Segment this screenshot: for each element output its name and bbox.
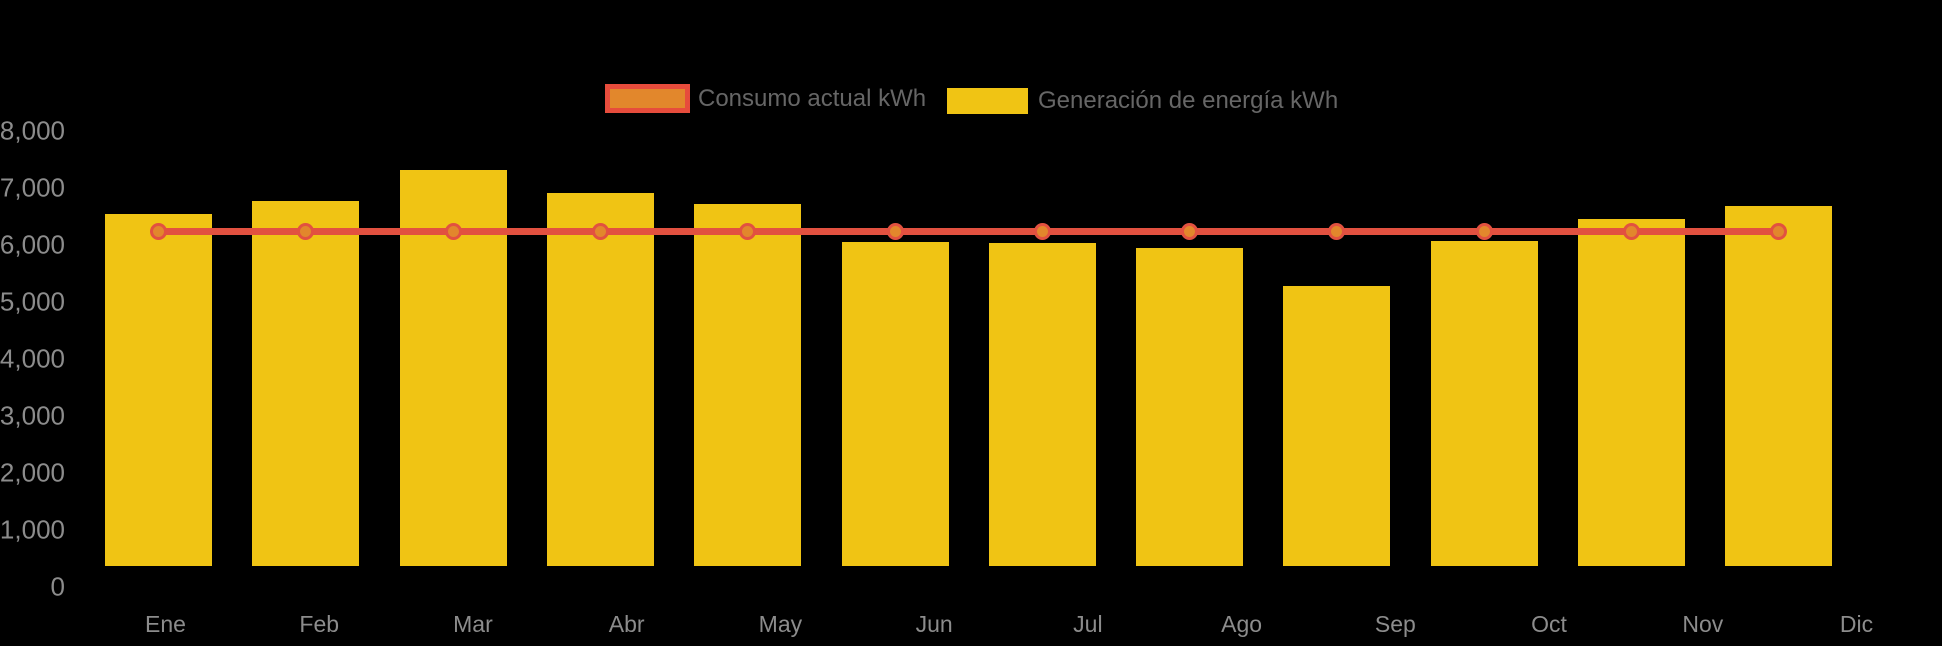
line-point-nov[interactable] bbox=[1623, 222, 1640, 240]
line-point-abr[interactable] bbox=[591, 222, 609, 240]
bar-ago[interactable] bbox=[1136, 247, 1244, 566]
legend-item-generacion[interactable]: Generación de energía kWh bbox=[947, 87, 1338, 115]
legend-item-consumo-actual[interactable]: Consumo actual kWh bbox=[605, 84, 926, 113]
x-axis-tick-label-sep: Sep bbox=[1374, 611, 1416, 637]
bar-oct[interactable] bbox=[1430, 240, 1538, 566]
y-axis-tick-label: 1,000 bbox=[0, 514, 65, 545]
line-point-sep[interactable] bbox=[1328, 222, 1346, 240]
consumo-line-swatch-icon bbox=[605, 84, 690, 113]
line-point-may[interactable] bbox=[739, 222, 757, 240]
y-axis-tick-label: 4,000 bbox=[0, 343, 65, 374]
y-axis-tick-label: 0 bbox=[50, 571, 65, 602]
x-axis-tick-label-dic: Dic bbox=[1839, 611, 1874, 637]
bar-sep[interactable] bbox=[1283, 286, 1391, 566]
bar-jun[interactable] bbox=[841, 242, 949, 566]
line-point-feb[interactable] bbox=[297, 222, 315, 240]
line-point-mar[interactable] bbox=[444, 222, 462, 240]
line-point-jun[interactable] bbox=[886, 222, 904, 240]
line-point-ene[interactable] bbox=[150, 222, 167, 240]
x-axis-tick-label-jun: Jun bbox=[915, 611, 953, 637]
x-axis-tick-label-ene: Ene bbox=[145, 611, 186, 637]
bar-ene[interactable] bbox=[105, 213, 212, 566]
line-point-ago[interactable] bbox=[1181, 222, 1199, 240]
x-axis-tick-label-ago: Ago bbox=[1221, 611, 1263, 637]
y-axis-tick-label: 2,000 bbox=[0, 457, 65, 488]
bar-jul[interactable] bbox=[988, 243, 1096, 566]
x-axis-tick-label-jul: Jul bbox=[1073, 611, 1103, 637]
y-axis-tick-label: 5,000 bbox=[0, 286, 65, 317]
x-axis-tick-label-abr: Abr bbox=[608, 611, 645, 637]
generacion-bar-swatch-icon bbox=[947, 88, 1028, 114]
y-axis-tick-label: 7,000 bbox=[0, 172, 65, 203]
consumption-line bbox=[158, 227, 1779, 235]
line-point-dic[interactable] bbox=[1770, 222, 1788, 240]
bar-dic[interactable] bbox=[1725, 205, 1833, 566]
legend-label-generacion: Generación de energía kWh bbox=[1038, 87, 1339, 114]
x-axis-tick-label-nov: Nov bbox=[1682, 611, 1724, 637]
bar-feb[interactable] bbox=[252, 201, 360, 566]
y-axis-tick-label: 8,000 bbox=[0, 115, 65, 146]
x-axis-tick-label-mar: Mar bbox=[453, 611, 493, 637]
x-axis-tick-label-oct: Oct bbox=[1531, 611, 1567, 637]
x-axis-tick-label-feb: Feb bbox=[299, 611, 340, 637]
line-point-jul[interactable] bbox=[1033, 222, 1051, 240]
y-axis-tick-label: 3,000 bbox=[0, 400, 65, 431]
y-axis-tick-label: 6,000 bbox=[0, 229, 65, 260]
bar-abr[interactable] bbox=[546, 192, 654, 566]
line-point-oct[interactable] bbox=[1475, 222, 1493, 240]
x-axis-tick-label-may: May bbox=[758, 611, 803, 637]
bar-may[interactable] bbox=[694, 204, 802, 566]
bar-nov[interactable] bbox=[1578, 218, 1685, 566]
legend-label-consumo: Consumo actual kWh bbox=[698, 84, 927, 112]
